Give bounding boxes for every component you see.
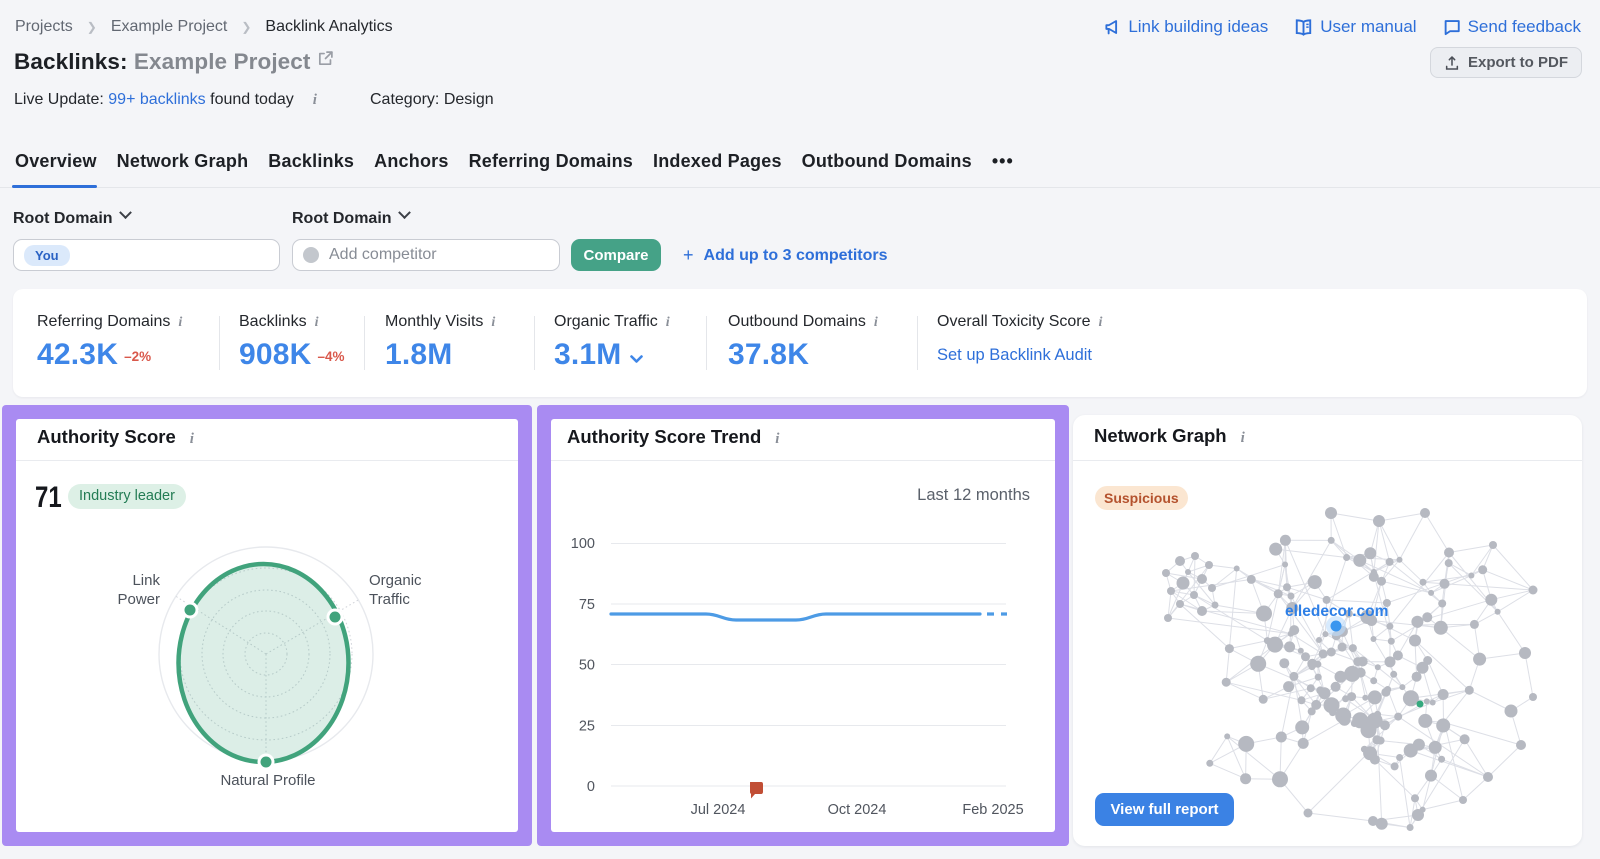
svg-text:0: 0 — [587, 779, 595, 795]
svg-text:100: 100 — [571, 536, 595, 552]
svg-text:Feb 2025: Feb 2025 — [962, 802, 1023, 818]
svg-text:75: 75 — [579, 597, 595, 613]
svg-text:Jul 2024: Jul 2024 — [691, 802, 746, 818]
svg-text:Oct 2024: Oct 2024 — [828, 802, 887, 818]
svg-text:25: 25 — [579, 719, 595, 735]
svg-text:50: 50 — [579, 658, 595, 674]
